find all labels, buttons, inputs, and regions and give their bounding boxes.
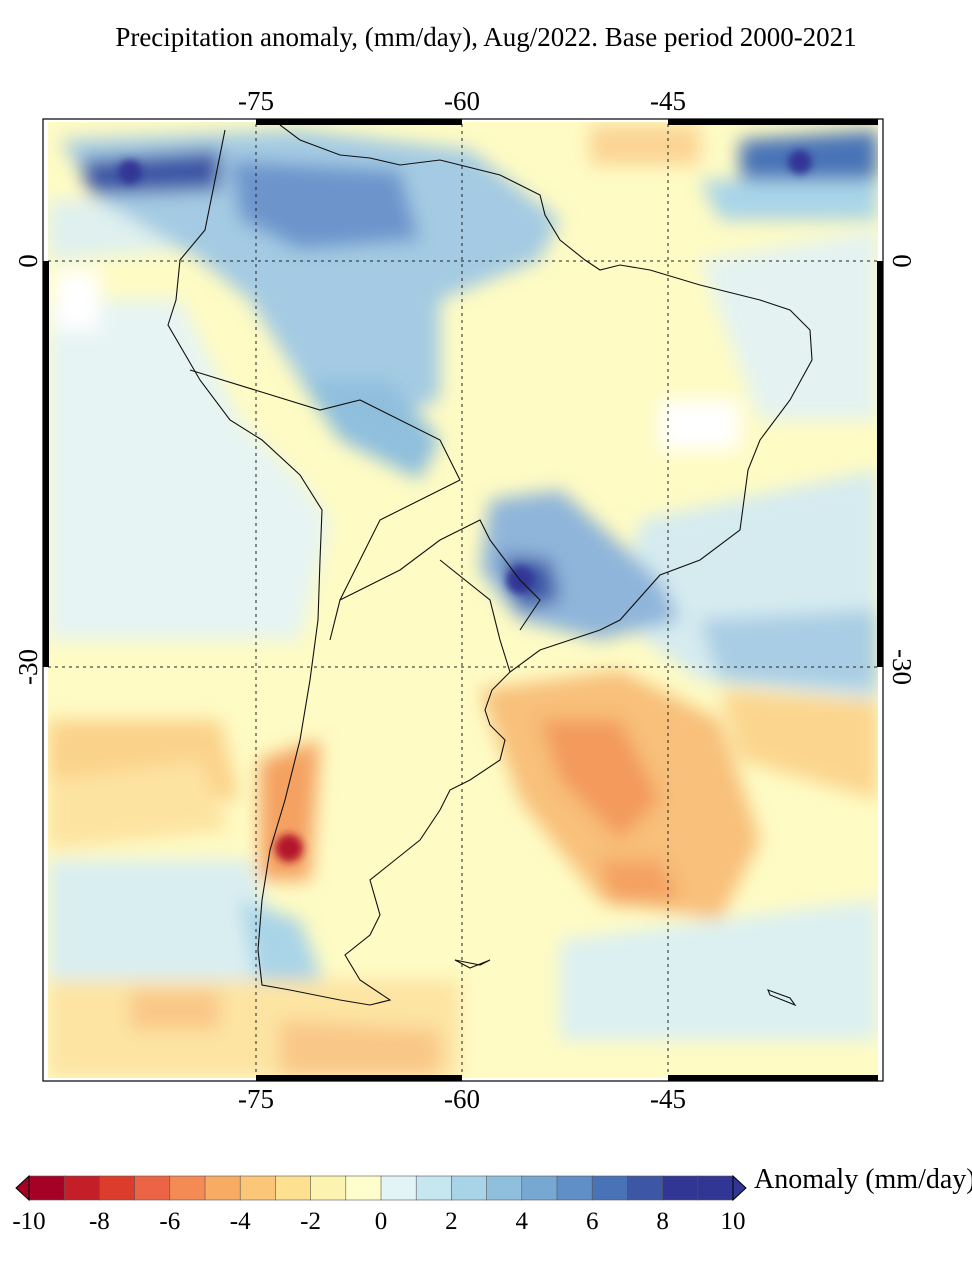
colorbar-tick-label: 0 [375,1208,388,1235]
colorbar-cell [346,1176,382,1200]
colorbar-high-arrow [733,1176,746,1200]
colorbar-cell [135,1176,171,1200]
colorbar-tick-label: -10 [12,1208,45,1235]
colorbar-tick-label: -6 [159,1208,180,1235]
colorbar-cell [451,1176,487,1200]
colorbar-title: Anomaly (mm/day) [754,1164,972,1195]
lat-tick-left-2: -30 [13,649,43,685]
colorbar-tick-label: 4 [516,1208,529,1235]
colorbar-cell [487,1176,522,1200]
colorbar-cell [698,1176,734,1200]
colorbar-tick-label: 10 [721,1208,746,1235]
colorbar-cell [522,1176,558,1200]
lon-tick-bottom-3: -45 [650,1084,686,1114]
colorbar-cell [99,1176,134,1200]
colorbar-low-arrow [16,1176,29,1200]
colorbar-cell [381,1176,417,1200]
colorbar-cell [240,1176,276,1200]
colorbar-cell [64,1176,100,1200]
colorbar: -10 -8 -6 -4 -2 0 2 4 6 8 10 Anomaly (mm/day) [12,1164,972,1235]
colorbar-cell [311,1176,347,1200]
colorbar-tick-label: -8 [89,1208,110,1235]
lon-tick-top-3: -45 [650,86,686,116]
colorbar-tick-label: 2 [445,1208,458,1235]
colorbar-cell [275,1176,311,1200]
anomaly-field [48,122,878,1078]
lat-tick-left-1: 0 [13,254,43,268]
lat-tick-right-1: 0 [887,254,917,268]
colorbar-cell [170,1176,206,1200]
colorbar-cell [592,1176,628,1200]
colorbar-cell [416,1176,452,1200]
colorbar-cell [663,1176,699,1200]
lon-tick-bottom-2: -60 [444,1084,480,1114]
colorbar-tick-label: -4 [230,1208,251,1235]
colorbar-cell [557,1176,593,1200]
lat-tick-right-2: -30 [887,649,917,685]
colorbar-tick-label: 8 [656,1208,669,1235]
colorbar-cell [29,1176,65,1200]
colorbar-cell [205,1176,241,1200]
lon-tick-top-2: -60 [444,86,480,116]
lon-tick-bottom-1: -75 [238,1084,274,1114]
colorbar-tick-label: -2 [300,1208,321,1235]
colorbar-cell [627,1176,663,1200]
lon-tick-top-1: -75 [238,86,274,116]
colorbar-tick-label: 6 [586,1208,599,1235]
